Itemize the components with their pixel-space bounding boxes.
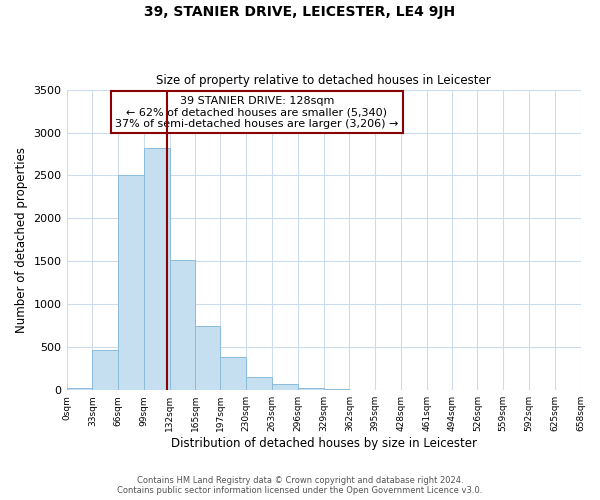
- Bar: [144, 148, 170, 390]
- Y-axis label: Number of detached properties: Number of detached properties: [15, 147, 28, 333]
- Bar: [67, 388, 92, 390]
- X-axis label: Distribution of detached houses by size in Leicester: Distribution of detached houses by size …: [170, 437, 476, 450]
- Bar: [272, 384, 298, 390]
- Bar: [170, 260, 196, 390]
- Bar: [118, 176, 144, 390]
- Text: 39 STANIER DRIVE: 128sqm
← 62% of detached houses are smaller (5,340)
37% of sem: 39 STANIER DRIVE: 128sqm ← 62% of detach…: [115, 96, 398, 129]
- Bar: [298, 388, 323, 390]
- Bar: [246, 377, 272, 390]
- Bar: [220, 356, 246, 390]
- Bar: [92, 350, 118, 390]
- Bar: [196, 326, 220, 390]
- Text: Contains HM Land Registry data © Crown copyright and database right 2024.
Contai: Contains HM Land Registry data © Crown c…: [118, 476, 482, 495]
- Title: Size of property relative to detached houses in Leicester: Size of property relative to detached ho…: [156, 74, 491, 87]
- Text: 39, STANIER DRIVE, LEICESTER, LE4 9JH: 39, STANIER DRIVE, LEICESTER, LE4 9JH: [145, 5, 455, 19]
